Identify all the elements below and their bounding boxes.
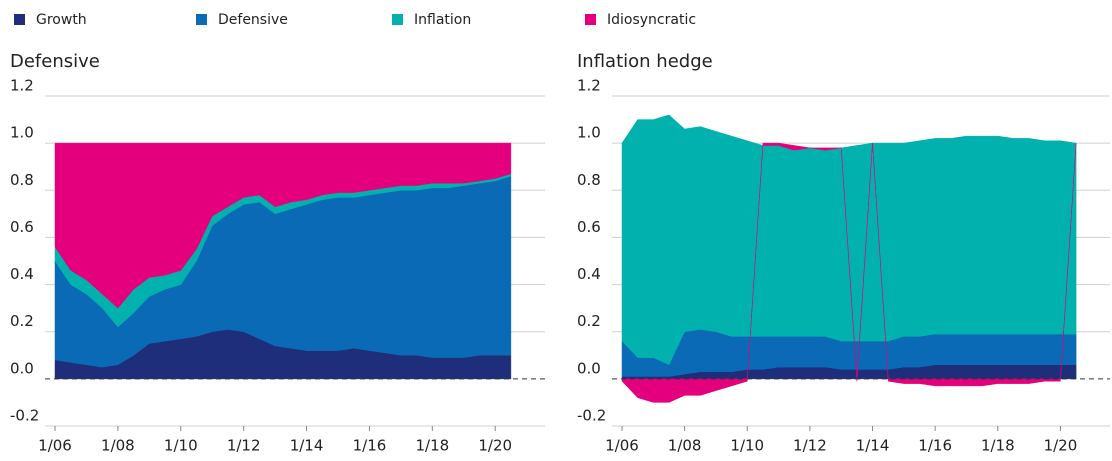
- y-tick-label: 0.6: [10, 218, 34, 236]
- legend-swatch: [585, 14, 596, 25]
- x-tick-label: 1/16: [918, 437, 952, 455]
- x-tick-label: 1/20: [478, 437, 512, 455]
- area: [621, 114, 1077, 366]
- x-tick-label: 1/18: [981, 437, 1015, 455]
- y-tick-label: 0.0: [577, 359, 601, 377]
- y-tick-label: -0.2: [10, 407, 39, 425]
- y-tick-label: 0.4: [10, 265, 34, 283]
- x-tick-label: 1/20: [1044, 437, 1078, 455]
- y-tick-label: 0.2: [577, 312, 601, 330]
- y-tick-label: 0.4: [577, 265, 601, 283]
- x-tick-label: 1/10: [164, 437, 198, 455]
- legend-swatch: [196, 14, 207, 25]
- x-tick-label: 1/06: [605, 437, 639, 455]
- x-tick-label: 1/12: [793, 437, 827, 455]
- y-tick-label: 1.2: [10, 77, 34, 95]
- x-tick-label: 1/10: [730, 437, 764, 455]
- legend-label: Growth: [36, 12, 87, 28]
- area: [54, 142, 512, 309]
- chart-title: Inflation hedge: [577, 51, 713, 72]
- x-tick-label: 1/18: [415, 437, 449, 455]
- legend-label: Idiosyncratic: [607, 12, 696, 28]
- plot: [54, 142, 512, 380]
- y-tick-label: -0.2: [577, 407, 606, 425]
- x-tick-label: 1/12: [227, 437, 261, 455]
- x-tick-label: 1/14: [856, 437, 890, 455]
- x-tick-label: 1/06: [38, 437, 72, 455]
- y-tick-label: 0.2: [10, 312, 34, 330]
- y-tick-label: 0.8: [10, 171, 34, 189]
- plot: [621, 114, 1077, 403]
- x-tick-label: 1/14: [290, 437, 324, 455]
- y-tick-label: 0.6: [577, 218, 601, 236]
- x-tick-label: 1/08: [668, 437, 702, 455]
- y-tick-label: 0.0: [10, 359, 34, 377]
- x-tick-label: 1/16: [353, 437, 387, 455]
- y-tick-label: 1.2: [577, 77, 601, 95]
- chart-title: Defensive: [10, 51, 100, 72]
- x-tick-label: 1/08: [101, 437, 135, 455]
- legend-label: Defensive: [218, 12, 288, 28]
- y-tick-label: 1.0: [577, 124, 601, 142]
- y-tick-label: 1.0: [10, 124, 34, 142]
- area: [621, 142, 1077, 403]
- y-tick-label: 0.8: [577, 171, 601, 189]
- legend-swatch: [14, 14, 25, 25]
- legend-swatch: [392, 14, 403, 25]
- legend-label: Inflation: [414, 12, 471, 28]
